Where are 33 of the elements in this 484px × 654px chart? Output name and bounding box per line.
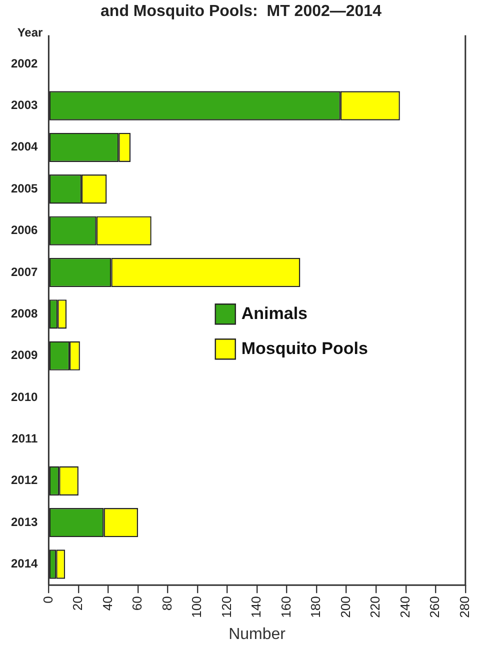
y-tick-label: 2003 xyxy=(10,98,38,112)
y-tick-label: 2005 xyxy=(10,181,38,196)
x-tick-label: 240 xyxy=(397,596,412,618)
x-tick-label: 280 xyxy=(456,596,472,618)
x-tick-label: 140 xyxy=(248,596,264,618)
y-tick-label: 2007 xyxy=(10,264,38,279)
y-tick-label: 2012 xyxy=(10,473,38,488)
x-tick-label: 80 xyxy=(159,596,174,611)
x-tick-label: 100 xyxy=(189,596,204,618)
x-tick-label: 220 xyxy=(368,596,383,618)
x-tick-label: 180 xyxy=(308,596,324,618)
y-tick-label: 2010 xyxy=(10,390,38,404)
y-tick-label: 2009 xyxy=(10,348,38,362)
y-tick-label: 2008 xyxy=(10,306,38,320)
legend-label: Mosquito Pools xyxy=(241,338,368,358)
y-tick-label: 2011 xyxy=(12,432,38,446)
chart-title: and Mosquito Pools: MT 2002—2014 xyxy=(100,3,382,20)
x-tick-label: 120 xyxy=(218,596,234,618)
x-tick-label: 260 xyxy=(427,596,442,618)
x-tick-label: 20 xyxy=(70,596,86,611)
y-tick-label: 2006 xyxy=(10,223,38,238)
y-tick-label: 2014 xyxy=(10,556,38,571)
y-tick-label: 2004 xyxy=(10,140,38,154)
x-tick-label: 160 xyxy=(278,596,294,618)
y-tick-label: 2002 xyxy=(10,56,38,70)
x-tick-label: 200 xyxy=(338,596,353,618)
x-axis-title: Number xyxy=(228,626,286,643)
x-tick-label: 0 xyxy=(40,596,56,604)
legend-label: Animals xyxy=(241,304,308,323)
x-tick-label: 40 xyxy=(100,596,115,611)
x-tick-label: 60 xyxy=(130,596,145,611)
y-tick-label: 2013 xyxy=(10,514,38,529)
y-axis-title: Year xyxy=(17,26,44,40)
